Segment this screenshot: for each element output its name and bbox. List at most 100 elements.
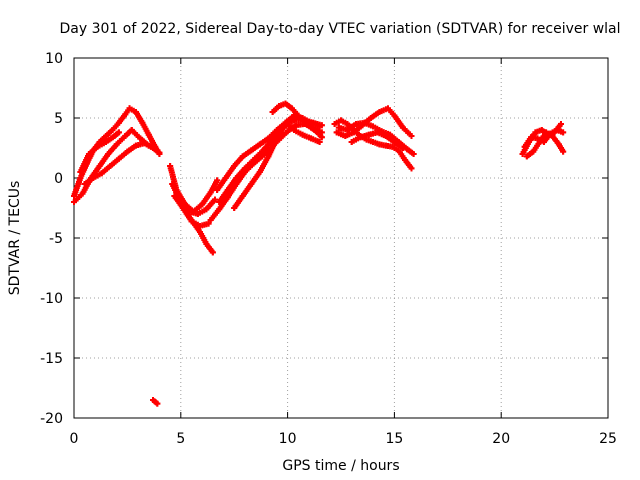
data-point [361,119,368,126]
data-point [115,155,122,162]
data-point [224,187,231,193]
x-tick-label: 15 [385,431,403,447]
data-point [141,140,148,147]
data-point [103,139,110,145]
data-point [194,211,201,217]
data-point [269,109,276,115]
data-point [107,163,114,169]
data-point [560,129,567,136]
data-point [132,142,139,149]
data-point [553,127,560,133]
y-tick-label: -5 [49,231,63,247]
data-point [399,124,406,131]
series-arc-10 [171,193,212,229]
data-point [273,135,280,142]
grid-layer [74,58,608,418]
data-point [105,151,112,157]
x-tick-label: 0 [70,431,79,447]
data-point [408,133,415,139]
data-point [389,143,396,150]
data-point [126,105,133,112]
data-point [384,105,391,112]
data-point [543,129,550,136]
data-layer [71,100,567,407]
data-point [248,181,255,187]
data-point [408,165,415,172]
data-point [209,249,216,256]
data-point [103,133,110,139]
data-point [231,205,238,211]
data-point [331,121,338,127]
chart-title: Day 301 of 2022, Sidereal Day-to-day VTE… [59,21,620,37]
data-point [357,134,364,141]
data-point [391,112,398,119]
data-point [137,135,144,142]
data-point [205,220,212,227]
data-point [318,134,325,141]
x-tick-label: 5 [176,431,185,447]
data-point [265,135,272,142]
x-tick-label: 25 [599,431,617,447]
data-point [145,131,152,138]
data-point [171,193,178,199]
data-point [188,218,195,225]
data-point [295,112,302,119]
data-point [316,139,323,145]
data-point [203,206,210,213]
series-arc-7 [150,397,161,407]
data-point [382,133,389,139]
data-point [197,223,204,229]
data-point [530,148,537,155]
series-arc-14 [214,119,323,193]
data-point [77,169,84,175]
data-point [293,122,300,129]
y-axis-label: SDTVAR / TECUs [7,181,23,296]
data-point [276,103,283,109]
data-point [291,127,298,133]
data-point [314,129,321,136]
y-tick-label: -20 [40,411,63,427]
data-point [169,181,176,187]
data-point [374,129,381,136]
data-point [124,148,131,155]
data-point [239,193,246,199]
data-point [549,133,556,139]
data-point [308,124,315,131]
data-point [256,141,263,148]
data-point [207,217,214,223]
data-point [122,133,129,139]
data-point [199,201,206,208]
tick-layer [73,57,609,419]
data-point [352,121,359,127]
data-point [344,121,351,127]
data-point [216,206,223,213]
data-point [90,175,97,181]
data-point [115,129,122,136]
data-point [370,139,377,145]
x-tick-label: 10 [279,431,297,447]
data-point [250,157,257,163]
data-point [71,193,77,199]
data-point [382,142,389,149]
data-point [532,129,539,136]
data-point [333,129,340,136]
data-point [350,129,357,136]
data-point [214,177,221,184]
data-point [348,139,355,145]
data-point [115,119,122,126]
data-point [154,400,161,407]
data-point [402,157,409,163]
data-point [216,199,223,205]
data-point [301,119,308,126]
data-point [338,117,344,124]
y-tick-label: 0 [54,171,63,187]
data-point [122,111,129,118]
tick-label-layer: 0 5 10 15 20 25 -20 -15 -10 -5 0 5 10 [40,51,617,447]
data-point [211,196,218,203]
series-arc-6 [77,129,122,175]
data-point [77,175,84,181]
data-point [558,121,565,127]
data-point [404,146,411,153]
data-trace [150,397,161,407]
